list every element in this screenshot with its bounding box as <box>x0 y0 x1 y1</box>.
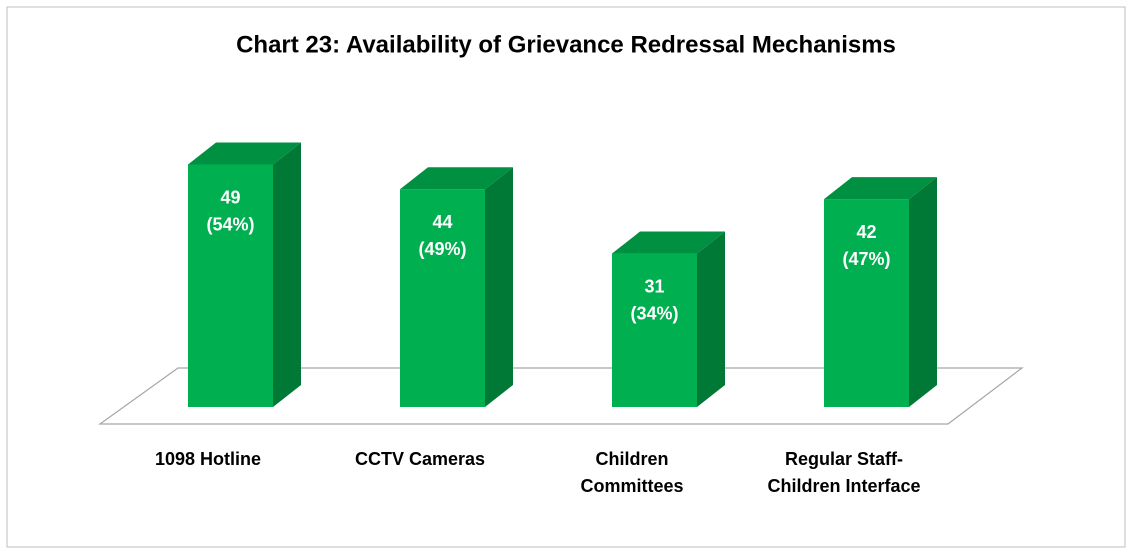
x-tick-label: Regular Staff-Children Interface <box>767 449 920 496</box>
value-label: 31 (34%) <box>630 276 678 323</box>
bar <box>400 189 485 407</box>
bar-top <box>188 142 301 165</box>
bar-side <box>909 177 937 407</box>
bar-top <box>400 167 513 190</box>
floor <box>98 367 1024 425</box>
bar-top <box>824 177 937 200</box>
bar-side <box>697 231 725 407</box>
value-label: 42 (47%) <box>842 222 890 269</box>
x-tick-label: Children Committees <box>580 449 683 496</box>
chart-title: Chart 23: Availability of Grievance Redr… <box>236 31 896 58</box>
bar <box>824 199 909 407</box>
value-label: 49 (54%) <box>206 187 254 234</box>
x-tick-label: CCTV Cameras <box>355 449 485 469</box>
bar <box>612 253 697 407</box>
x-tick-label: 1098 Hotline <box>155 449 261 469</box>
bar-top <box>612 231 725 254</box>
bar-side <box>273 142 301 407</box>
value-label: 44 (49%) <box>418 212 466 259</box>
bar-side <box>485 167 513 407</box>
bar <box>188 164 273 407</box>
